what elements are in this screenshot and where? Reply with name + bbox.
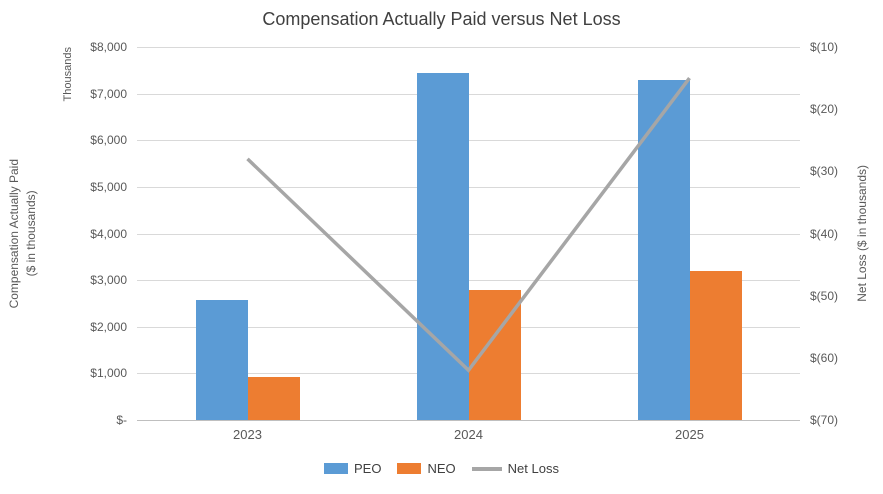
legend-item-net-loss: Net Loss bbox=[471, 461, 559, 476]
legend-line-swatch-net-loss bbox=[471, 466, 502, 471]
legend-bar-swatch-neo bbox=[397, 463, 422, 474]
left-axis-tick: $- bbox=[116, 413, 127, 427]
right-axis-tick: $(20) bbox=[810, 102, 839, 117]
legend-bar-swatch-peo bbox=[324, 463, 349, 474]
right-axis-tick: $(70) bbox=[810, 413, 839, 427]
legend-label-net-loss: Net Loss bbox=[507, 461, 559, 476]
legend-label-neo: NEO bbox=[427, 461, 456, 476]
left-axis-tick: $8,000 bbox=[90, 40, 127, 54]
left-axis-tick: $7,000 bbox=[90, 86, 127, 101]
gridline bbox=[137, 140, 800, 142]
right-axis-tick: $(50) bbox=[810, 288, 839, 303]
legend: PEO NEO Net Loss bbox=[0, 461, 883, 476]
left-axis-tick: $6,000 bbox=[90, 133, 127, 148]
left-axis-title: Compensation Actually Paid ($ in thousan… bbox=[6, 47, 40, 420]
bar-neo-2023 bbox=[247, 377, 300, 420]
gridline bbox=[137, 280, 800, 282]
left-axis-title-line1: Compensation Actually Paid bbox=[7, 158, 21, 309]
x-axis-tick-2025: 2025 bbox=[675, 427, 704, 442]
left-axis-title-line2: ($ in thousands) bbox=[24, 190, 38, 277]
right-axis-tick: $(40) bbox=[810, 226, 839, 241]
right-axis-tick: $(10) bbox=[810, 40, 839, 54]
left-axis-tick: $5,000 bbox=[90, 179, 127, 194]
right-axis-tick: $(30) bbox=[810, 164, 839, 179]
right-axis-tick: $(60) bbox=[810, 350, 839, 365]
legend-item-peo: PEO bbox=[324, 461, 381, 476]
bar-neo-2025 bbox=[689, 270, 742, 420]
bar-peo-2023 bbox=[195, 300, 248, 420]
chart-title: Compensation Actually Paid versus Net Lo… bbox=[262, 9, 621, 29]
plot-area bbox=[137, 47, 800, 421]
left-axis-tick: $4,000 bbox=[90, 226, 127, 241]
gridline bbox=[137, 233, 800, 235]
x-axis-tick-2024: 2024 bbox=[454, 427, 483, 442]
gridline bbox=[137, 186, 800, 188]
left-axis-tick: $2,000 bbox=[90, 319, 127, 334]
x-axis-tick-2023: 2023 bbox=[233, 427, 262, 442]
gridline bbox=[137, 47, 800, 48]
left-axis-tick: $1,000 bbox=[90, 366, 127, 381]
net-loss-line bbox=[246, 77, 691, 373]
x-axis-line bbox=[137, 420, 800, 421]
legend-item-neo: NEO bbox=[397, 461, 456, 476]
left-axis-tick: $3,000 bbox=[90, 273, 127, 288]
net-loss-line-layer bbox=[246, 77, 691, 373]
gridline bbox=[137, 93, 800, 95]
legend-label-peo: PEO bbox=[354, 461, 382, 476]
